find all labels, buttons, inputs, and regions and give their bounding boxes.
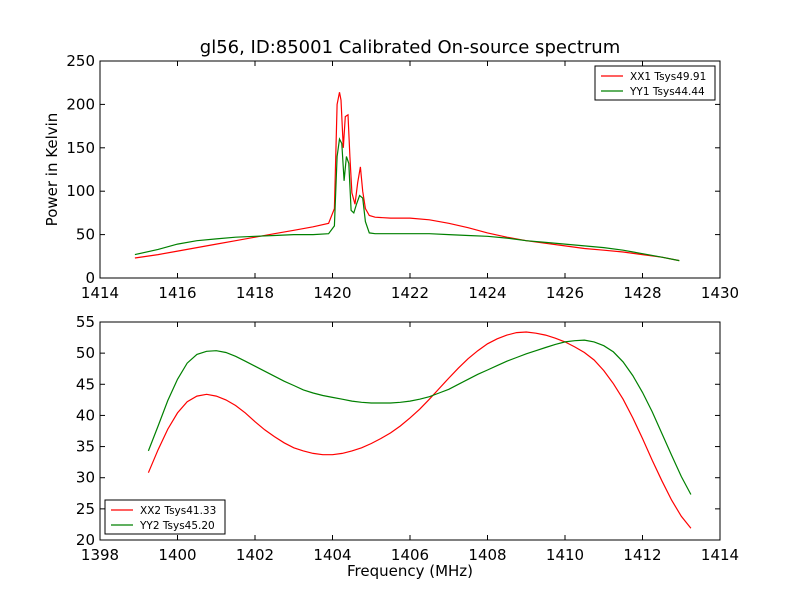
x-tick-label: 1430 [701,284,739,302]
y-tick-label: 55 [76,313,95,331]
y-tick-label: 30 [76,469,95,487]
series-line-top-yy [134,137,680,262]
legend-entry: YY2 Tsys45.20 [139,520,215,532]
y-tick-label: 50 [76,344,95,362]
y-tick-label: 40 [76,406,95,424]
x-tick-label: 1406 [391,546,429,564]
y-tick-label: 25 [76,500,95,518]
x-tick-label: 1420 [313,284,351,302]
y-tick-label: 50 [76,226,95,244]
x-tick-label: 1410 [546,546,584,564]
y-tick-label: 35 [76,438,95,456]
x-tick-label: 1424 [468,284,506,302]
y-axis-label: Power in Kelvin [43,113,61,227]
y-tick-label: 0 [85,269,95,287]
y-tick-label: 150 [66,139,95,157]
x-tick-label: 1414 [701,546,739,564]
series-line-bottom-yy [147,339,692,495]
x-tick-label: 1412 [623,546,661,564]
x-tick-label: 1402 [236,546,274,564]
y-tick-label: 200 [66,95,95,113]
series-line-bottom-xx [147,331,692,529]
x-tick-label: 1428 [623,284,661,302]
top-panel: 1414 1416 1418 1420 1422 1424 1426 1428 1430 0 50 1… [43,52,739,302]
legend-box [594,65,716,101]
figure-title: gl56, ID:85001 Calibrated On-source spec… [200,37,620,58]
legend-entry: XX2 Tsys41.33 [140,505,216,517]
x-tick-label: 1414 [81,284,119,302]
x-tick-label: 1400 [158,546,196,564]
legend: XX2 Tsys41.33 YY2 Tsys45.20 [104,499,226,535]
x-tick-label: 1404 [313,546,351,564]
y-tick-label: 250 [66,52,95,70]
x-tick-label: 1408 [468,546,506,564]
x-tick-label: 1422 [391,284,429,302]
series-line-top-xx [134,92,680,262]
x-tick-label: 1416 [158,284,196,302]
bottom-panel: 1398 1400 1402 1404 1406 1408 1410 1412 1414 20 25… [76,313,739,580]
x-tick-label: 1426 [546,284,584,302]
legend-entry: YY1 Tsys44.44 [629,86,705,98]
legend-entry: XX1 Tsys49.91 [630,71,706,83]
x-tick-label: 1398 [81,546,119,564]
legend-box [104,499,226,535]
x-axis-label: Frequency (MHz) [347,562,473,580]
y-tick-label: 20 [76,531,95,549]
legend: XX1 Tsys49.91 YY1 Tsys44.44 [594,65,716,101]
x-tick-label: 1418 [236,284,274,302]
y-tick-label: 45 [76,375,95,393]
y-tick-label: 100 [66,182,95,200]
